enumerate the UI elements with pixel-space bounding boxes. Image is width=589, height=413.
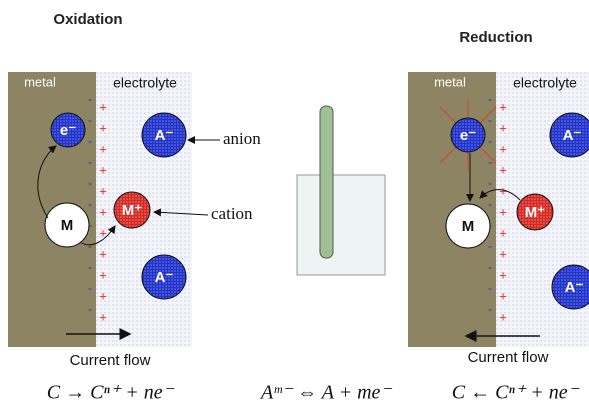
minus-sign: - <box>488 196 492 211</box>
plus-sign: + <box>499 99 507 114</box>
metal-atom-label: M <box>462 218 475 235</box>
plus-sign: + <box>99 309 107 324</box>
minus-sign: - <box>88 301 92 316</box>
minus-sign: - <box>488 175 492 190</box>
diagram: Oxidation metal electrolyte -+-+-+-+-+-+… <box>0 0 589 413</box>
plus-sign: + <box>99 141 107 156</box>
minus-sign: - <box>88 259 92 274</box>
electron-label: e⁻ <box>60 122 76 139</box>
plus-sign: + <box>99 120 107 135</box>
minus-sign: - <box>488 301 492 316</box>
equation: C → Cⁿ⁺ + ne⁻ <box>47 382 175 404</box>
cation-label: M⁺ <box>525 204 545 221</box>
plus-sign: + <box>99 99 107 114</box>
anion-label: A⁻ <box>155 269 174 286</box>
metal-atom-label: M <box>61 217 74 234</box>
minus-sign: - <box>88 112 92 127</box>
current-label: Current flow <box>468 349 549 366</box>
minus-sign: - <box>88 238 92 253</box>
minus-sign: - <box>88 196 92 211</box>
plus-sign: + <box>499 246 507 261</box>
plus-sign: + <box>99 246 107 261</box>
minus-sign: - <box>488 238 492 253</box>
plus-sign: + <box>499 204 507 219</box>
minus-sign: - <box>88 91 92 106</box>
anion-label: A⁻ <box>563 127 582 144</box>
metal-label: metal <box>434 74 466 89</box>
annotation: cation <box>211 204 253 223</box>
anion-label: A⁻ <box>565 279 584 296</box>
minus-sign: - <box>88 154 92 169</box>
anion-label: A⁻ <box>155 127 174 144</box>
beaker <box>297 175 385 275</box>
minus-sign: - <box>88 175 92 190</box>
current-label: Current flow <box>70 352 151 369</box>
metal-label: metal <box>24 74 56 89</box>
plus-sign: + <box>99 225 107 240</box>
title: Oxidation <box>53 11 122 28</box>
plus-sign: + <box>99 183 107 198</box>
plus-sign: + <box>499 120 507 135</box>
plus-sign: + <box>99 267 107 282</box>
plus-sign: + <box>499 162 507 177</box>
minus-sign: - <box>88 280 92 295</box>
minus-sign: - <box>488 259 492 274</box>
electrode <box>320 106 333 258</box>
equation: C ← Cⁿ⁺ + ne⁻ <box>452 382 580 404</box>
plus-sign: + <box>99 162 107 177</box>
plus-sign: + <box>499 225 507 240</box>
minus-sign: - <box>488 280 492 295</box>
title: Reduction <box>459 29 532 46</box>
minus-sign: - <box>488 133 492 148</box>
electron-label: e⁻ <box>460 127 476 144</box>
plus-sign: + <box>499 267 507 282</box>
plus-sign: + <box>499 141 507 156</box>
electrolyte-label: electrolyte <box>113 75 177 91</box>
electrolyte-label: electrolyte <box>513 75 577 91</box>
equation: Aᵐ⁻ ⇔ A + me⁻ <box>259 382 392 404</box>
plus-sign: + <box>99 288 107 303</box>
cation-label: M⁺ <box>122 202 142 219</box>
minus-sign: - <box>488 91 492 106</box>
minus-sign: - <box>88 133 92 148</box>
annotation: anion <box>223 129 261 148</box>
plus-sign: + <box>499 309 507 324</box>
plus-sign: + <box>499 288 507 303</box>
plus-sign: + <box>99 204 107 219</box>
